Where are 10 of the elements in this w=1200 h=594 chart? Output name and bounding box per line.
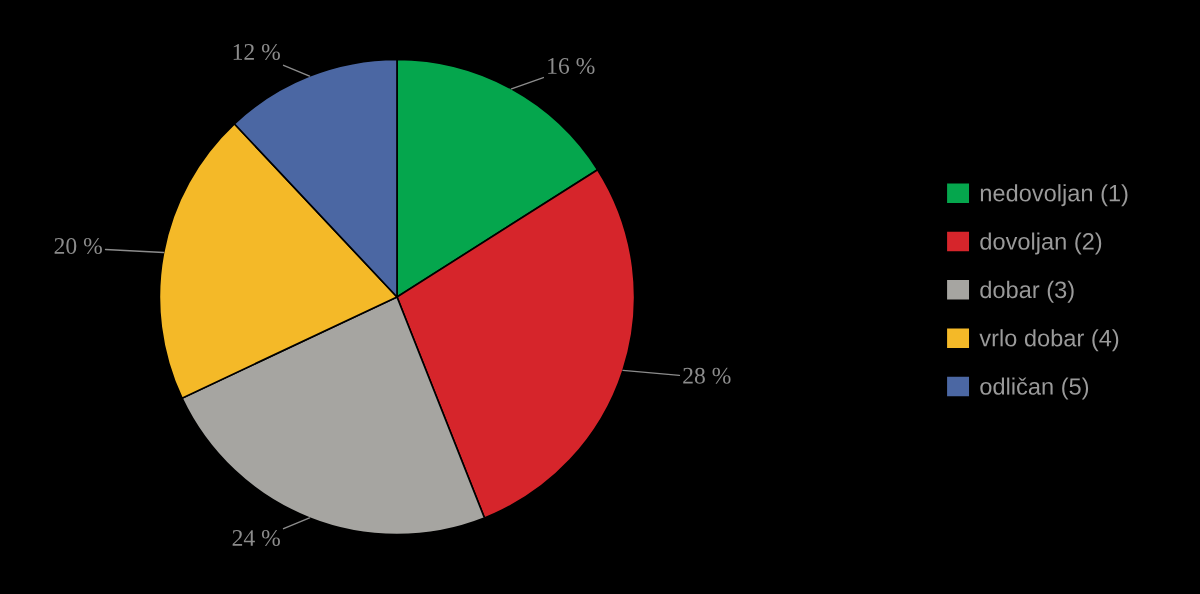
legend-label: vrlo dobar (4)	[979, 329, 1119, 352]
legend-label: dovoljan (2)	[980, 232, 1102, 255]
data-label: 28 %	[683, 367, 731, 384]
data-label: 16 %	[548, 57, 595, 74]
legend-label: odličan (5)	[980, 377, 1089, 400]
legend-label: dobar (3)	[980, 280, 1074, 303]
data-label: 12 %	[233, 43, 280, 60]
data-label: 24 %	[232, 529, 280, 546]
data-label: 20 %	[54, 238, 102, 255]
legend-label: nedovoljan (1)	[980, 184, 1128, 207]
